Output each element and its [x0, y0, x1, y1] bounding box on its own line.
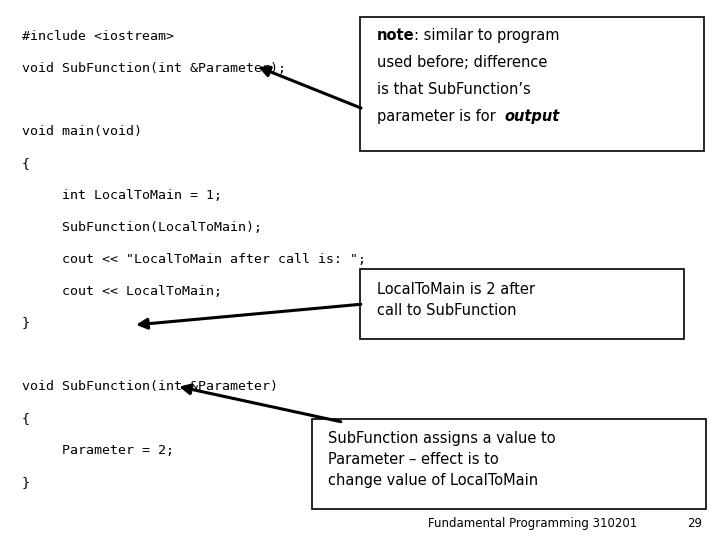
- Text: }: }: [22, 316, 30, 329]
- Text: is that SubFunction’s: is that SubFunction’s: [377, 82, 531, 97]
- Text: parameter is for: parameter is for: [377, 109, 505, 124]
- FancyBboxPatch shape: [312, 418, 706, 509]
- Text: Fundamental Programming 310201: Fundamental Programming 310201: [428, 517, 638, 530]
- Text: used before; difference: used before; difference: [377, 55, 547, 70]
- Text: Parameter = 2;: Parameter = 2;: [22, 444, 174, 457]
- Text: void SubFunction(int &Parameter): void SubFunction(int &Parameter): [22, 380, 278, 393]
- Text: : similar to program: : similar to program: [414, 28, 559, 43]
- Text: SubFunction assigns a value to
Parameter – effect is to
change value of LocalToM: SubFunction assigns a value to Parameter…: [328, 431, 556, 488]
- Text: LocalToMain is 2 after
call to SubFunction: LocalToMain is 2 after call to SubFuncti…: [377, 282, 534, 318]
- Text: #include <iostream>: #include <iostream>: [22, 30, 174, 43]
- FancyBboxPatch shape: [360, 17, 704, 151]
- FancyBboxPatch shape: [360, 269, 684, 339]
- Text: {: {: [22, 412, 30, 425]
- Text: 29: 29: [688, 517, 703, 530]
- Text: cout << LocalToMain;: cout << LocalToMain;: [22, 285, 222, 298]
- Text: note: note: [377, 28, 414, 43]
- Text: void SubFunction(int &Parameter);: void SubFunction(int &Parameter);: [22, 62, 286, 75]
- Text: output: output: [505, 109, 560, 124]
- Text: int LocalToMain = 1;: int LocalToMain = 1;: [22, 189, 222, 202]
- Text: }: }: [22, 476, 30, 489]
- Text: cout << "LocalToMain after call is: ";: cout << "LocalToMain after call is: ";: [22, 253, 366, 266]
- Text: SubFunction(LocalToMain);: SubFunction(LocalToMain);: [22, 221, 261, 234]
- Text: {: {: [22, 157, 30, 170]
- Text: void main(void): void main(void): [22, 125, 142, 138]
